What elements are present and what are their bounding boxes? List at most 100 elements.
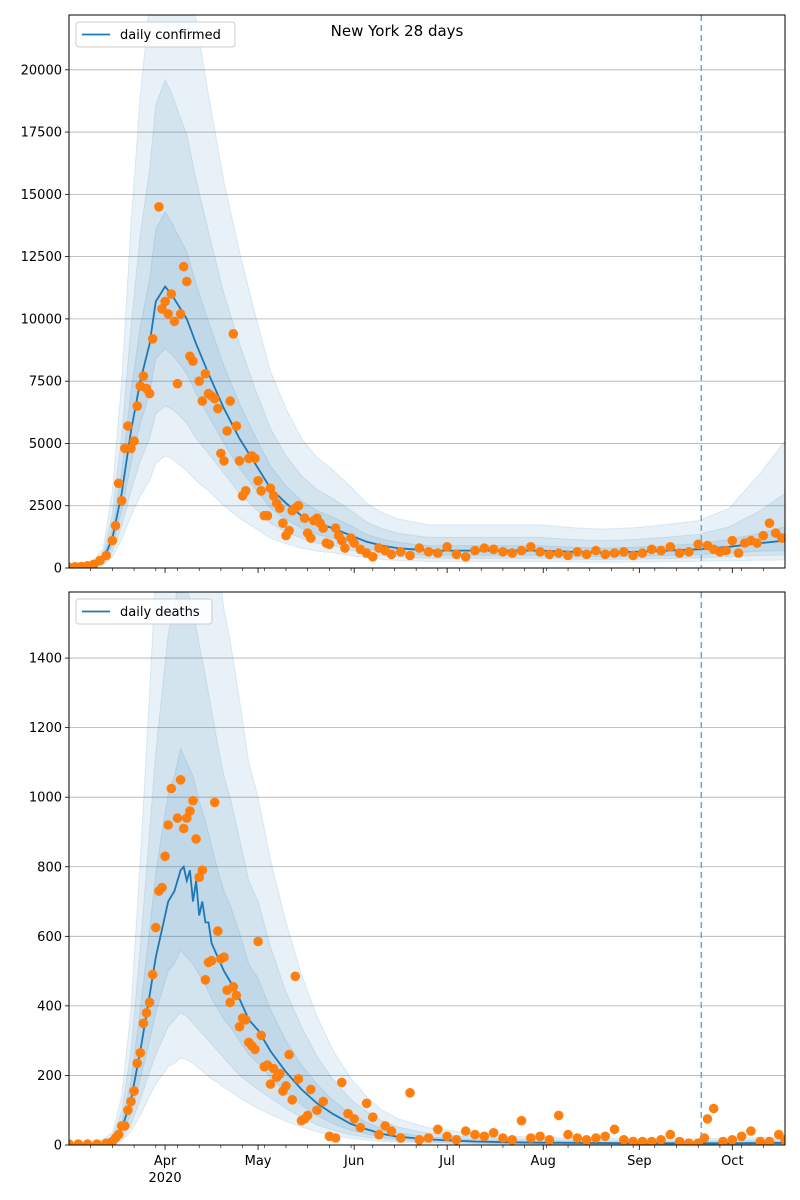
data-point: [191, 834, 201, 844]
data-point: [414, 1135, 425, 1145]
y-tick-label: 400: [37, 999, 62, 1014]
data-point: [619, 547, 629, 557]
data-point: [386, 549, 397, 560]
data-point: [107, 535, 118, 546]
data-point: [129, 1086, 139, 1096]
data-point: [361, 1098, 372, 1109]
data-point: [157, 882, 167, 893]
y-tick-label: 12500: [21, 250, 62, 265]
data-point: [488, 544, 499, 555]
x-tick-label: May: [245, 1154, 272, 1169]
data-point: [73, 1139, 84, 1145]
data-point: [101, 550, 111, 561]
data-point: [197, 396, 208, 406]
data-point: [169, 316, 180, 327]
data-point: [733, 548, 744, 558]
data-point: [306, 1084, 316, 1095]
data-point: [656, 545, 666, 556]
axes-frame: [68, 591, 786, 1146]
data-point: [646, 544, 657, 555]
x-tick-label: Apr: [154, 1154, 177, 1169]
data-point: [284, 525, 294, 536]
data-point: [302, 1110, 313, 1121]
data-point: [197, 865, 208, 875]
data-point: [92, 1139, 102, 1145]
data-point: [395, 547, 406, 557]
data-point: [231, 990, 242, 1001]
data-point: [154, 202, 164, 212]
data-point: [265, 1079, 276, 1089]
data-point: [498, 1133, 508, 1143]
data-point: [553, 1110, 564, 1121]
data-point: [628, 1136, 638, 1145]
data-point: [423, 547, 434, 557]
data-point: [318, 1096, 329, 1107]
data-point: [178, 823, 189, 834]
data-point: [526, 542, 536, 552]
data-point: [141, 1008, 152, 1018]
plot-area: [69, 15, 785, 568]
x-tick-label: Aug: [531, 1154, 556, 1169]
data-point: [113, 1129, 124, 1140]
data-point: [337, 1077, 347, 1088]
confidence-band-middle: [69, 592, 785, 1145]
x-tick-label: Jul: [438, 1154, 455, 1169]
data-point: [674, 1136, 685, 1145]
data-point: [498, 547, 508, 557]
y-tick-label: 15000: [21, 188, 62, 203]
data-point: [507, 548, 517, 558]
data-point: [219, 952, 229, 962]
y-tick-label: 600: [37, 930, 62, 945]
data-point: [619, 1135, 629, 1145]
data-point: [764, 1136, 775, 1145]
data-point: [144, 997, 155, 1008]
data-point: [123, 421, 133, 431]
deaths-panel: 0 200 400 600 800 1000 1200 1400 Apr 2020 May Jun Ju…: [29, 591, 786, 1186]
data-point: [82, 1139, 93, 1145]
data-point: [470, 545, 480, 556]
legend-label: daily confirmed: [120, 28, 221, 43]
data-point: [479, 543, 490, 553]
data-point: [374, 1129, 384, 1140]
data-point: [231, 421, 242, 431]
plot-area: [69, 592, 785, 1145]
data-point: [219, 456, 229, 466]
data-point: [609, 1124, 620, 1135]
data-point: [665, 1129, 676, 1140]
data-point: [138, 371, 149, 382]
data-point: [213, 926, 223, 936]
data-point: [368, 1112, 378, 1122]
data-point: [178, 261, 189, 272]
data-point: [250, 1044, 260, 1055]
y-tick-label: 800: [37, 860, 62, 875]
data-point: [213, 403, 223, 414]
data-point: [225, 997, 235, 1008]
data-point: [284, 1049, 294, 1060]
x-tick-label: Sep: [627, 1154, 652, 1169]
legend: daily deaths: [75, 598, 213, 625]
y-tick-label: 0: [54, 562, 62, 577]
data-point: [69, 1139, 74, 1145]
data-point: [572, 547, 583, 557]
data-point: [721, 545, 731, 556]
data-point: [200, 975, 211, 985]
y-tick-label: 2500: [29, 499, 62, 514]
x-tick-sublabel: 2020: [149, 1171, 182, 1186]
data-point: [581, 549, 592, 560]
data-point: [405, 1088, 415, 1098]
data-point: [256, 1030, 267, 1041]
data-point: [216, 448, 226, 459]
y-tick-label: 1400: [29, 652, 62, 667]
data-point: [126, 443, 136, 454]
data-point: [113, 478, 124, 489]
data-point: [138, 1018, 149, 1029]
data-point: [777, 533, 785, 543]
data-point: [166, 783, 177, 794]
data-point: [160, 296, 170, 307]
data-point: [172, 813, 183, 823]
data-point: [268, 491, 279, 501]
data-point: [129, 436, 139, 446]
data-point: [718, 1136, 728, 1145]
y-tick-label: 0: [54, 1139, 62, 1154]
data-point: [746, 1126, 756, 1136]
